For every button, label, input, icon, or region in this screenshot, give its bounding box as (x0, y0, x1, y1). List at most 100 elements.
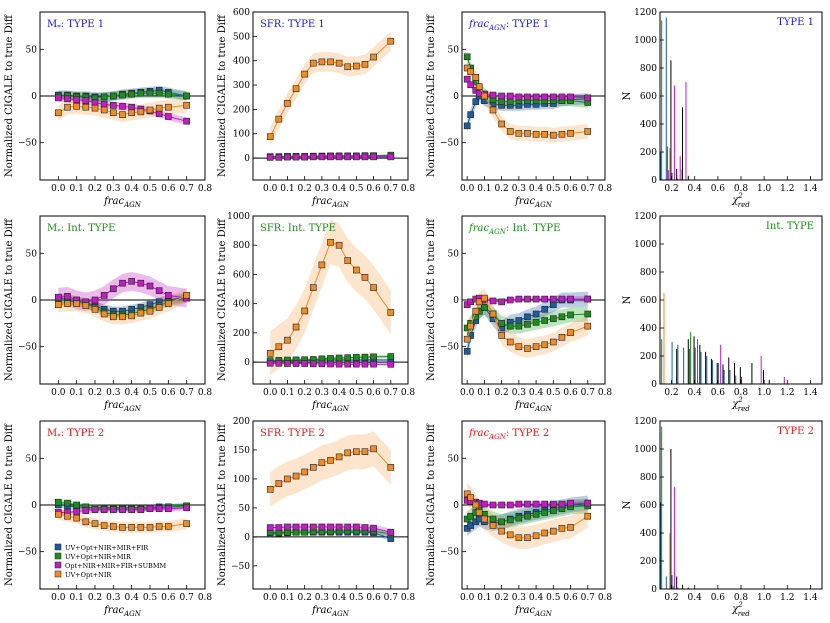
data-point (550, 338, 557, 346)
x-tick-label: 0.2 (88, 388, 102, 398)
hist-bar (762, 370, 764, 384)
y-tick-label: 500 (233, 32, 250, 42)
data-point (119, 279, 126, 287)
y-tick-label: 200 (640, 557, 657, 567)
x-tick-label: 0.5 (349, 388, 364, 398)
data-point (55, 293, 62, 301)
data-point (146, 282, 154, 290)
data-point (489, 310, 497, 318)
data-point (292, 85, 300, 92)
x-axis-label: fracAGN (514, 196, 553, 209)
chart-panel-r0c3: 0.2 0.4 0.6 0.8 1.0 1.2 1.4 χ2 red TYPE 1 N 0 200 400… (622, 8, 823, 209)
data-point (506, 516, 514, 524)
x-tick-label: 0.8 (401, 388, 416, 398)
data-point (353, 266, 360, 274)
error-band (467, 291, 588, 359)
y-axis-label: Normalized CIGALE to true Diff (4, 423, 15, 586)
x-tick-label: 1.4 (803, 388, 818, 398)
data-point (275, 154, 283, 161)
data-point (506, 92, 514, 100)
data-point (64, 103, 71, 111)
y-tick-label: −50 (18, 139, 37, 149)
data-point (370, 360, 377, 368)
data-point (558, 295, 566, 303)
data-point (165, 505, 172, 513)
x-tick-label: 0.7 (180, 184, 195, 194)
x-tick-label: 0.1 (280, 593, 294, 603)
chart-panel-r2c0: 0.0 0.1 0.2 0.3 0.4 0.5 0.6 0.7 0.8 fracAGN M*: TY… (4, 420, 213, 618)
y-tick-label: 0 (244, 533, 250, 543)
y-tick-label: 200 (640, 148, 657, 158)
y-tick-label: −50 (440, 343, 459, 353)
chart-panel-r1c0: 0.0 0.1 0.2 0.3 0.4 0.5 0.6 0.7 0.8 fracAGN M*: In… (4, 215, 212, 413)
x-tick-label: 0.4 (125, 184, 140, 194)
data-point (524, 500, 531, 508)
hist-bar (699, 344, 701, 384)
data-point (155, 110, 163, 118)
hist-bar (720, 344, 722, 384)
data-point (532, 511, 540, 518)
axes-frame (39, 420, 206, 590)
data-point (361, 353, 369, 361)
x-tick-label: 0.8 (598, 184, 613, 194)
x-tick-label: 0.4 (332, 184, 347, 194)
x-tick-label: 0.1 (70, 388, 84, 398)
y-tick-label: 50 (26, 45, 38, 55)
data-point (183, 92, 190, 100)
data-point (550, 93, 557, 101)
y-tick-label: 0 (651, 585, 657, 595)
data-point (335, 523, 343, 531)
chart-panel-r2c2: 0.0 0.1 0.2 0.3 0.4 0.5 0.6 0.7 0.8 fracAGN fracAG… (426, 420, 612, 618)
data-point (165, 292, 172, 299)
data-point (119, 313, 126, 321)
hist-bar (729, 370, 731, 384)
x-tick-label: 1.0 (757, 184, 772, 194)
error-band (58, 287, 187, 325)
x-tick-label: 1.4 (803, 184, 818, 194)
data-point (467, 522, 474, 529)
y-tick-label: −50 (18, 343, 37, 353)
data-point (55, 498, 62, 506)
data-point (165, 300, 172, 308)
x-tick-label: 0.0 (263, 184, 278, 194)
y-tick-label: 600 (640, 296, 657, 306)
x-tick-label: 0.4 (125, 388, 140, 398)
data-point (567, 311, 574, 319)
data-point (353, 360, 360, 368)
x-tick-label: 0.7 (581, 593, 596, 603)
data-point (550, 301, 557, 308)
data-point (64, 512, 71, 520)
hist-bar (739, 367, 741, 384)
panel-title: TYPE 2 (777, 426, 814, 437)
data-point (301, 468, 308, 476)
data-point (361, 274, 369, 281)
x-tick-label: 0.6 (711, 593, 726, 603)
x-axis-label: χ2 red (731, 396, 750, 413)
data-point (100, 522, 108, 529)
legend-label: Opt+NIR+MIR+FIR+SUBMM (65, 562, 166, 570)
y-tick-label: −50 (231, 562, 250, 572)
data-point (558, 93, 566, 101)
y-tick-label: 400 (640, 529, 657, 539)
data-point (318, 523, 326, 531)
data-point (387, 309, 395, 316)
hist-bar (670, 60, 672, 180)
data-point (532, 319, 540, 326)
data-point (55, 109, 62, 117)
x-tick-label: 0.8 (198, 593, 213, 603)
data-point (275, 115, 283, 123)
x-tick-label: 0.2 (494, 184, 508, 194)
data-point (481, 92, 488, 100)
data-point (73, 508, 80, 515)
y-axis-label: N (622, 295, 633, 304)
hist-bar (672, 586, 674, 589)
data-point (292, 472, 300, 480)
x-tick-label: 0.6 (161, 184, 176, 194)
data-point (327, 238, 334, 246)
x-axis-label: χ2 red (731, 601, 750, 618)
panel-title: M*: TYPE 1 (47, 19, 104, 32)
data-point (532, 295, 540, 303)
hist-bar (677, 178, 679, 180)
data-point (73, 102, 80, 110)
data-point (73, 96, 80, 104)
